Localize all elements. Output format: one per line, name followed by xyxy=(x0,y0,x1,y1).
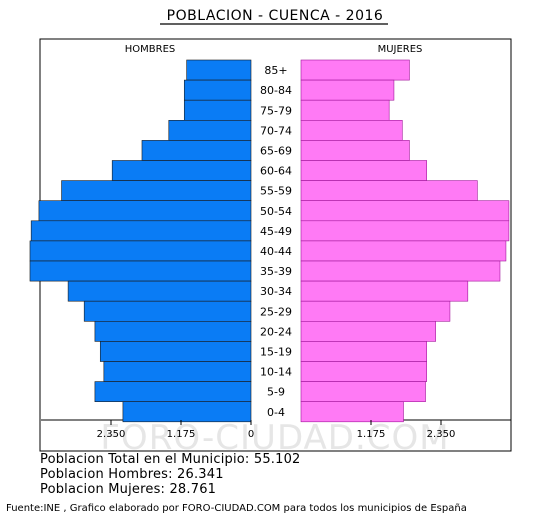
age-group-label-55-59: 55-59 xyxy=(260,185,292,198)
age-group-label-0-4: 0-4 xyxy=(267,406,285,419)
mujeres-label: MUJERES xyxy=(378,44,423,55)
male-bar-10-14 xyxy=(103,361,252,382)
x-tick-label-4: 2.350 xyxy=(427,429,456,440)
female-bar-35-39 xyxy=(300,260,501,282)
female-bar-45-49 xyxy=(300,220,510,242)
male-bar-65-69 xyxy=(141,140,252,161)
age-group-label-25-29: 25-29 xyxy=(260,305,292,318)
male-population: Poblacion Hombres: 26.341 xyxy=(40,467,224,482)
female-bar-70-74 xyxy=(300,120,403,141)
male-bar-40-44 xyxy=(29,240,252,262)
female-bar-40-44 xyxy=(300,240,507,262)
male-bar-60-64 xyxy=(111,160,252,181)
male-bar-30-34 xyxy=(67,280,252,302)
female-bar-25-29 xyxy=(300,300,451,322)
age-group-label-20-24: 20-24 xyxy=(260,325,292,338)
female-bar-60-64 xyxy=(300,160,428,181)
male-bar-35-39 xyxy=(29,260,252,282)
population-stats: Poblacion Total en el Municipio: 55.102 … xyxy=(40,452,301,497)
age-group-label-65-69: 65-69 xyxy=(260,144,292,157)
age-group-label-80-84: 80-84 xyxy=(260,84,292,97)
age-group-label-45-49: 45-49 xyxy=(260,225,292,238)
age-group-label-10-14: 10-14 xyxy=(260,366,292,379)
age-group-label-70-74: 70-74 xyxy=(260,124,292,137)
age-group-label-60-64: 60-64 xyxy=(260,165,292,178)
female-bar-65-69 xyxy=(300,140,410,161)
female-bar-75-79 xyxy=(300,99,390,121)
age-group-label-75-79: 75-79 xyxy=(260,104,292,117)
age-group-label-5-9: 5-9 xyxy=(267,386,285,399)
source-footer: Fuente:INE , Grafico elaborado por FORO-… xyxy=(6,503,467,514)
female-bar-10-14 xyxy=(300,361,428,382)
chart-title: POBLACION - CUENCA - 2016 xyxy=(167,8,384,24)
male-bar-85+ xyxy=(186,59,252,81)
female-bar-30-34 xyxy=(300,280,469,302)
age-group-label-35-39: 35-39 xyxy=(260,265,292,278)
male-bar-75-79 xyxy=(183,99,252,121)
female-bar-5-9 xyxy=(300,381,426,403)
female-bar-20-24 xyxy=(300,320,436,342)
x-tick-label-1: 1.175 xyxy=(167,429,196,440)
female-bar-0-4 xyxy=(300,401,404,423)
age-group-label-40-44: 40-44 xyxy=(260,245,292,258)
age-group-label-50-54: 50-54 xyxy=(260,205,292,218)
x-tick-label-3: 1.175 xyxy=(357,429,386,440)
female-bar-80-84 xyxy=(300,79,395,101)
total-population: Poblacion Total en el Municipio: 55.102 xyxy=(40,452,301,467)
watermark-text: FORO-CIUDAD.COM xyxy=(100,418,449,458)
male-bar-70-74 xyxy=(168,120,252,141)
hombres-label: HOMBRES xyxy=(125,44,176,55)
age-group-label-85+: 85+ xyxy=(264,64,287,77)
female-bar-50-54 xyxy=(300,200,510,222)
x-tick-label-0: 2.350 xyxy=(97,429,126,440)
female-population: Poblacion Mujeres: 28.761 xyxy=(40,482,217,497)
male-bar-0-4 xyxy=(122,401,252,423)
age-group-label-15-19: 15-19 xyxy=(260,345,292,358)
male-bar-80-84 xyxy=(183,79,252,101)
male-bar-50-54 xyxy=(38,200,252,222)
female-bar-85+ xyxy=(300,59,410,81)
female-bar-55-59 xyxy=(300,180,478,202)
male-bar-5-9 xyxy=(94,381,252,403)
male-bar-45-49 xyxy=(30,220,252,242)
male-bar-15-19 xyxy=(99,341,252,362)
x-tick-label-2: 0 xyxy=(248,429,254,440)
male-bar-55-59 xyxy=(61,180,252,202)
age-group-label-30-34: 30-34 xyxy=(260,285,292,298)
male-bar-25-29 xyxy=(83,300,252,322)
male-bar-20-24 xyxy=(94,320,252,342)
female-bar-15-19 xyxy=(300,341,428,362)
